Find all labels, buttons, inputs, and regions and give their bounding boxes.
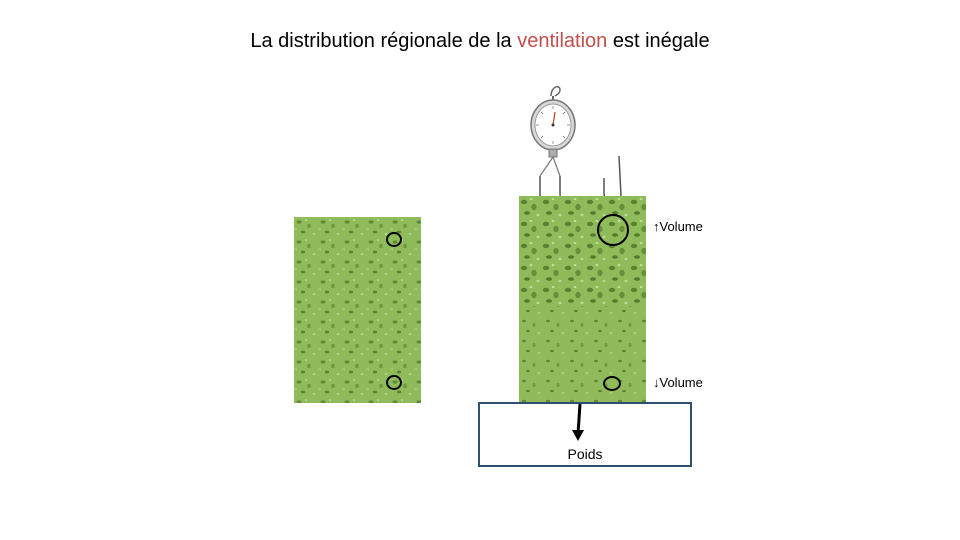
sponge-right	[519, 196, 646, 402]
up-arrow-icon: ↑	[653, 219, 660, 234]
alveolus-bottom-left	[386, 375, 402, 390]
title-part-2: est inégale	[612, 30, 710, 52]
weight-box: Poids	[478, 402, 692, 467]
hanging-scale-icon	[520, 76, 630, 206]
sponge-left	[294, 217, 421, 403]
slide-title: La distribution régionale de la ventilat…	[0, 30, 960, 53]
weight-arrow-icon	[572, 404, 584, 441]
alveolus-bottom-right	[603, 376, 621, 391]
volume-up-label: ↑Volume	[653, 219, 703, 234]
volume-down-label: ↓Volume	[653, 375, 703, 390]
alveolus-top-right-large	[597, 214, 629, 246]
title-part-1: La distribution régionale de la	[250, 30, 512, 52]
alveolus-top-left	[386, 232, 402, 247]
title-highlight: ventilation	[517, 30, 608, 52]
weight-label: Poids	[567, 446, 603, 462]
down-arrow-icon: ↓	[653, 375, 660, 390]
